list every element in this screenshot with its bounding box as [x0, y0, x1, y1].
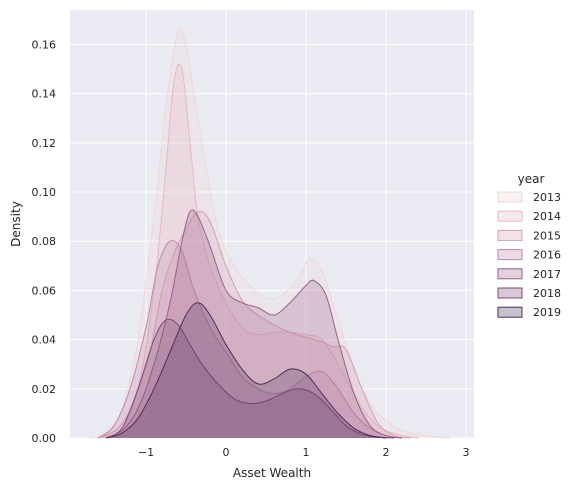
- legend-swatch-2016: [497, 249, 523, 261]
- legend-label-2013: 2013: [533, 191, 561, 204]
- legend-swatch-2017: [497, 268, 523, 280]
- legend-label-2014: 2014: [533, 210, 561, 223]
- x-tick-label: 1: [303, 446, 310, 459]
- plot-background: [70, 10, 474, 438]
- y-tick-label: 0.10: [32, 186, 57, 199]
- x-tick-label: 2: [383, 446, 390, 459]
- density-line-2018: [105, 318, 395, 439]
- y-tick-label: 0.06: [32, 284, 57, 297]
- y-axis-title: Density: [9, 201, 23, 247]
- density-line-2016: [97, 240, 403, 439]
- y-tick-label: 0.12: [32, 137, 57, 150]
- legend-swatch-2018: [497, 287, 523, 299]
- y-tick-label: 0.08: [32, 235, 57, 248]
- density-line-2017: [105, 209, 403, 439]
- density-area-2017: [106, 209, 402, 438]
- density-area-2016: [98, 240, 402, 438]
- legend-swatch-2014: [497, 210, 523, 222]
- density-line-2013: [89, 27, 451, 439]
- legend-swatch-2013: [497, 191, 523, 203]
- density-line-2019: [105, 302, 387, 439]
- legend-label-2018: 2018: [533, 287, 561, 300]
- y-axis-ticks: 0.00 0.02 0.04 0.06 0.08 0.10 0.12 0.14 0.16: [32, 38, 57, 445]
- density-area-2019: [106, 302, 386, 438]
- density-area-2013: [90, 28, 450, 438]
- y-tick-label: 0.14: [32, 88, 57, 101]
- grid: [70, 10, 474, 439]
- y-tick-label: 0.00: [32, 432, 57, 445]
- x-tick-label: 0: [223, 446, 230, 459]
- x-axis-title: Asset Wealth: [233, 466, 311, 480]
- density-areas: [89, 27, 451, 439]
- legend-label-2015: 2015: [533, 229, 561, 242]
- x-tick-label: 3: [463, 446, 470, 459]
- legend-title: year: [518, 172, 545, 186]
- density-line-2015: [97, 210, 411, 439]
- legend: year 2013 2014 2015 2016 2017 2018 2019: [497, 172, 561, 319]
- y-tick-label: 0.04: [32, 334, 57, 347]
- legend-label-2016: 2016: [533, 249, 561, 262]
- x-tick-label: −1: [138, 446, 154, 459]
- density-area-2018: [106, 319, 394, 438]
- y-tick-label: 0.02: [32, 383, 57, 396]
- legend-label-2017: 2017: [533, 268, 561, 281]
- density-area-2014: [98, 64, 418, 439]
- y-tick-label: 0.16: [32, 38, 57, 51]
- legend-swatch-2015: [497, 229, 523, 241]
- legend-label-2019: 2019: [533, 306, 561, 319]
- x-axis-ticks: −1 0 1 2 3: [138, 446, 470, 459]
- legend-swatch-2019: [497, 306, 523, 318]
